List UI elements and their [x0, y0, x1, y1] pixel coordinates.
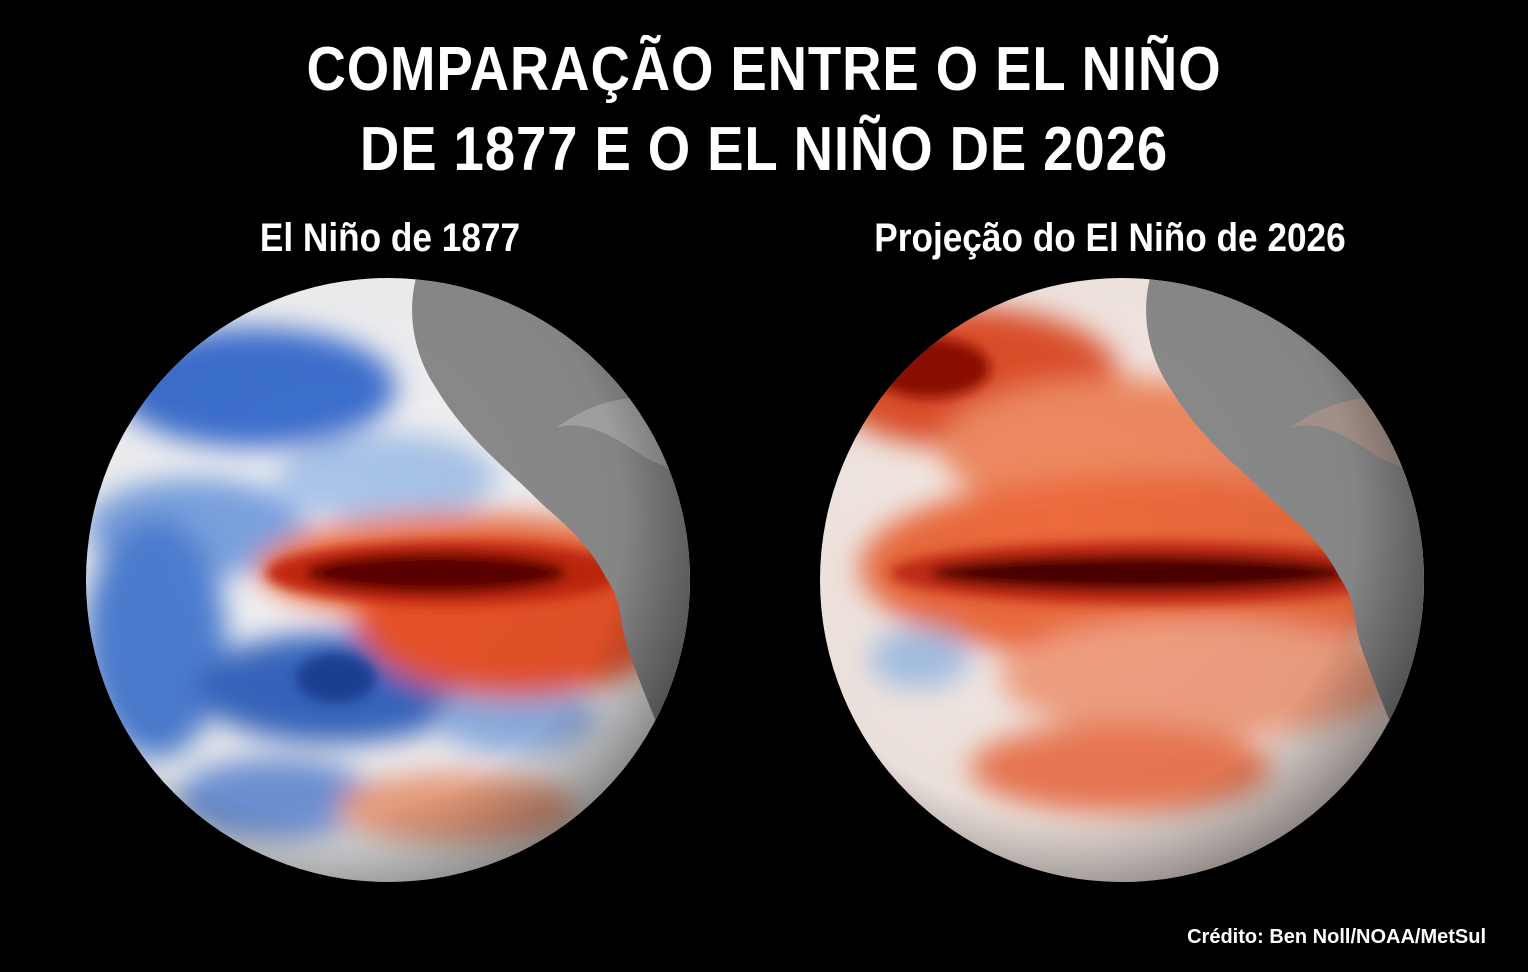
globe-2026-map	[820, 278, 1424, 882]
panel-label-2026: Projeção do El Niño de 2026	[874, 216, 1346, 260]
globe-1877	[86, 278, 690, 882]
main-title: COMPARAÇÃO ENTRE O EL NIÑO DE 1877 E O E…	[92, 30, 1437, 190]
image-credit: Crédito: Ben Noll/NOAA/MetSul	[1187, 926, 1486, 948]
globe-1877-map	[86, 278, 690, 882]
main-title-line-2: DE 1877 E O EL NIÑO DE 2026	[359, 115, 1169, 184]
main-title-line-1: COMPARAÇÃO ENTRE O EL NIÑO	[306, 35, 1222, 104]
panel-label-1877: El Niño de 1877	[259, 216, 521, 260]
globe-2026	[820, 278, 1424, 882]
